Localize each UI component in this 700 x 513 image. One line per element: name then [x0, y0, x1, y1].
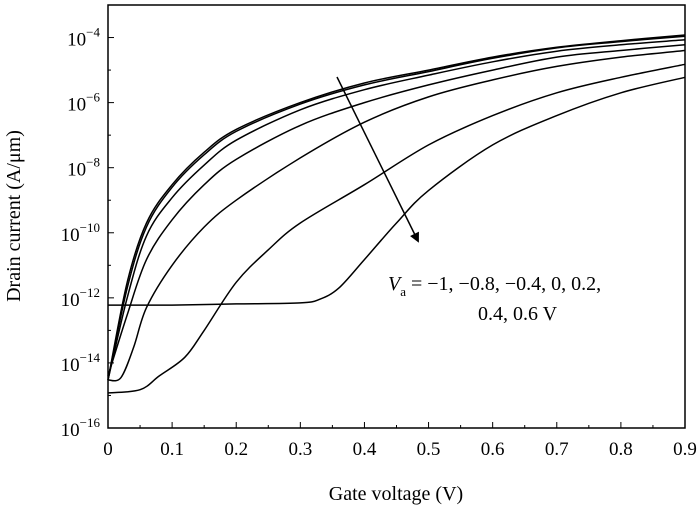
x-axis: 0 0.1 0.2 0.3 0.4 0.5 0.6 0.7 0.8 0.9: [103, 422, 697, 460]
curves: [107, 34, 686, 394]
y-tick-label: 10−6: [67, 90, 100, 116]
x-tick-label: 0.4: [353, 439, 377, 460]
series-line-4: [107, 44, 686, 377]
x-tick-label: 0.9: [673, 439, 697, 460]
y-tick-label: 10−16: [61, 415, 101, 441]
x-tick-label: 0.2: [224, 439, 248, 460]
x-tick-label: 0.8: [609, 439, 633, 460]
x-tick-label: 0.5: [417, 439, 441, 460]
annotation-line-2: 0.4, 0.6 V: [478, 303, 558, 325]
y-tick-label: 10−8: [67, 155, 100, 181]
trend-arrow: [336, 76, 419, 243]
series-line-1: [107, 34, 686, 381]
y-tick-label: 10−10: [61, 220, 100, 246]
y-tick-label: 10−4: [67, 25, 100, 51]
x-tick-label: 0.1: [160, 439, 184, 460]
y-axis: 10−16 10−14 10−12 10−10 10−8 10−6 10−4: [61, 4, 114, 441]
x-axis-title: Gate voltage (V): [329, 483, 463, 505]
series-line-3: [107, 39, 686, 381]
x-tick-label: 0.3: [288, 439, 312, 460]
y-axis-title: Drain current (A/μm): [3, 130, 25, 302]
series-line-7: [107, 76, 686, 306]
series-line-5: [107, 49, 686, 382]
x-tick-label: 0.6: [481, 439, 505, 460]
y-tick-label: 10−12: [61, 285, 100, 311]
x-tick-label: 0: [103, 439, 113, 460]
series-line-6: [107, 63, 686, 394]
plot-frame: [107, 4, 686, 429]
x-tick-label: 0.7: [545, 439, 569, 460]
annotation-line-1: Va = −1, −0.8, −0.4, 0, 0.2,: [388, 273, 601, 299]
y-tick-label: 10−14: [61, 350, 101, 376]
series-line-2: [107, 35, 686, 381]
